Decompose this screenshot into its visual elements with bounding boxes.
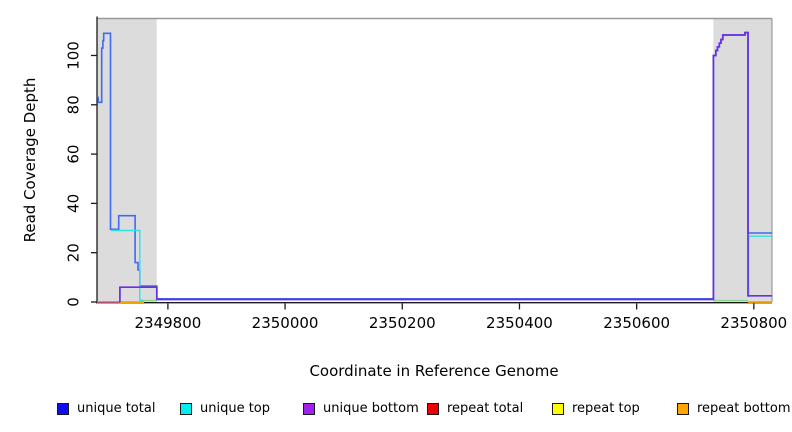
y-tick-label: 0 <box>65 297 83 307</box>
x-tick-label: 2350600 <box>603 314 670 332</box>
y-tick-label: 80 <box>65 95 83 114</box>
y-tick-label: 40 <box>65 194 83 213</box>
y-tick-label: 100 <box>65 41 83 70</box>
series-unique-top <box>111 229 144 302</box>
x-tick-label: 2349800 <box>134 314 201 332</box>
y-axis-title: Read Coverage Depth <box>21 77 39 243</box>
x-tick-label: 2350400 <box>486 314 553 332</box>
x-tick-label: 2350800 <box>720 314 787 332</box>
series-unique-bottom <box>119 31 772 302</box>
x-axis-title: Coordinate in Reference Genome <box>309 362 559 380</box>
x-tick-label: 2350200 <box>369 314 436 332</box>
x-tick-label: 2350000 <box>252 314 319 332</box>
y-tick-label: 20 <box>65 243 83 262</box>
series-unique-total <box>97 31 772 300</box>
highlight-region <box>97 18 157 303</box>
highlight-region <box>713 18 772 303</box>
y-tick-label: 60 <box>65 145 83 164</box>
